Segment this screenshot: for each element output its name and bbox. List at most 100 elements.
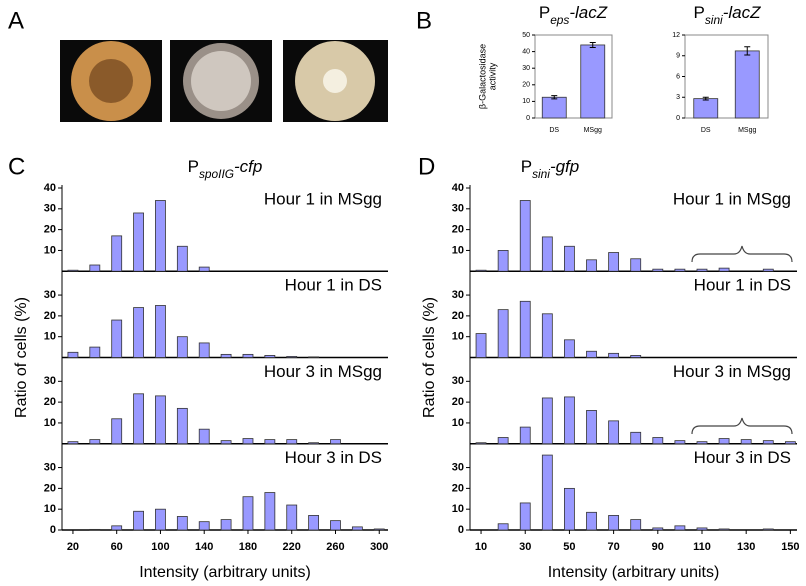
bar (674, 268, 686, 272)
title-part: -lacZ (723, 3, 761, 22)
bar (308, 442, 320, 445)
bar (308, 515, 320, 531)
y-tick-label: 20 (452, 482, 464, 494)
y-tick-label: 10 (44, 503, 56, 515)
bar (286, 504, 298, 531)
y-tick-label: 10 (452, 244, 464, 256)
y-tick-label: 0 (50, 524, 56, 536)
bar (155, 200, 166, 272)
error-bar (551, 95, 558, 100)
bar (111, 235, 123, 272)
y-axis-label: β-Galactosidase (477, 44, 487, 109)
bar (111, 418, 123, 445)
x-tick-label: 10 (475, 541, 487, 553)
bar (475, 442, 487, 445)
bar (541, 96, 567, 119)
bar (198, 521, 210, 531)
bar (242, 353, 254, 358)
y-tick-label: 50 (522, 32, 530, 39)
chart-title: Psini-gfp (521, 157, 579, 181)
y-tick-label: 10 (44, 417, 56, 429)
x-tick-label: 260 (326, 541, 344, 553)
panel-label: Hour 1 in DS (694, 276, 791, 295)
bar (580, 44, 606, 119)
y-tick-label: 40 (522, 48, 530, 55)
bar (519, 502, 531, 531)
x-axis-label: Intensity (arbitrary units) (139, 564, 311, 581)
title-part: spoIIG (199, 167, 234, 181)
bar (541, 236, 553, 272)
x-tick-label: 110 (693, 541, 711, 553)
y-tick-label: 30 (44, 375, 56, 387)
bar (740, 439, 752, 445)
bar (242, 438, 254, 445)
colony-center (191, 51, 251, 111)
x-tick-label: 20 (67, 541, 79, 553)
bar (652, 527, 664, 531)
bar (198, 342, 210, 358)
bar (586, 511, 597, 531)
bar (519, 200, 531, 272)
bar (630, 355, 642, 358)
bar (176, 516, 188, 531)
y-tick-label: 10 (44, 244, 56, 256)
y-tick-label: 20 (44, 224, 56, 236)
y-tick-label: 20 (44, 396, 56, 408)
x-tick-label: 50 (563, 541, 575, 553)
bar (674, 440, 686, 445)
y-tick-label: 30 (452, 289, 464, 301)
bar (67, 351, 79, 358)
y-tick-label: 20 (452, 224, 464, 236)
panel-letter: B (416, 7, 432, 34)
x-tick-label: 70 (607, 541, 619, 553)
y-axis-label: activity (487, 62, 497, 90)
y-tick-label: 10 (452, 503, 464, 515)
x-tick-label: 180 (239, 541, 257, 553)
bar (497, 437, 509, 445)
y-tick-label: 10 (452, 331, 464, 343)
bar (696, 268, 708, 272)
y-tick-label: 20 (44, 310, 56, 322)
y-axis-label: Ratio of cells (%) (421, 297, 438, 418)
bar (351, 526, 363, 531)
x-tick-label: 30 (519, 541, 531, 553)
bar (111, 525, 123, 531)
bar (264, 355, 276, 358)
title-part: eps (550, 13, 569, 27)
bar (155, 395, 166, 445)
bar (762, 440, 774, 445)
y-tick-label: 9 (676, 53, 680, 60)
x-tick-label: 130 (737, 541, 755, 553)
x-axis-label: Intensity (arbitrary units) (548, 564, 720, 581)
bar (497, 523, 509, 531)
panel-label: Hour 3 in MSgg (264, 362, 382, 381)
y-tick-label: 30 (44, 289, 56, 301)
panel-letter: A (8, 7, 24, 34)
brace (691, 417, 793, 435)
y-tick-label: 10 (452, 417, 464, 429)
bar (630, 519, 642, 531)
bar (286, 356, 298, 358)
bar (89, 439, 101, 445)
y-tick-label: 0 (526, 115, 530, 122)
bar (734, 50, 760, 119)
y-tick-label: 0 (458, 524, 464, 536)
panel-label: Hour 3 in MSgg (673, 362, 791, 381)
bar (586, 259, 597, 272)
bar (176, 336, 188, 358)
bar (718, 528, 730, 531)
bar (264, 492, 276, 531)
title-part: -gfp (550, 157, 579, 176)
x-tick-label: 60 (111, 541, 123, 553)
y-tick-label: 0 (676, 115, 680, 122)
bar (286, 439, 298, 445)
panel-letter: C (8, 153, 25, 180)
bar (198, 428, 210, 445)
bar (608, 252, 620, 272)
panel-a-photos (60, 40, 388, 122)
bar (373, 528, 385, 531)
bar (67, 441, 79, 445)
y-tick-label: 30 (44, 461, 56, 473)
chart-title: PspoIIG-cfp (188, 157, 263, 181)
bar (89, 264, 101, 272)
